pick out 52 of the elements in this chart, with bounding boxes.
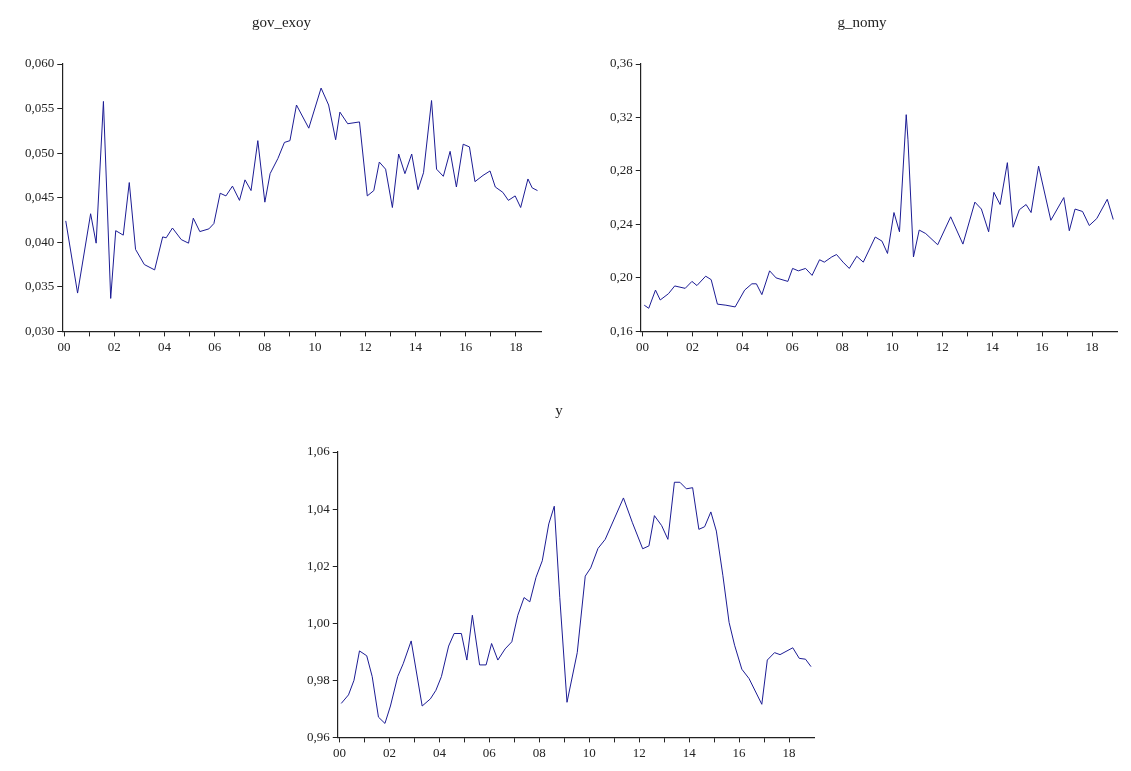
chart-title: gov_exoy <box>251 13 312 30</box>
x-tick-label: 14 <box>682 744 697 760</box>
x-tick-label: 16 <box>459 338 473 354</box>
x-tick-label: 06 <box>482 744 497 760</box>
x-tick-label: 10 <box>885 338 899 354</box>
x-tick-label: 02 <box>685 338 699 354</box>
y-tick-label: 1,00 <box>307 614 330 630</box>
y-tick-label: 0,035 <box>25 278 55 294</box>
x-tick-label: 10 <box>308 338 322 354</box>
y-tick-label: 0,28 <box>610 162 633 178</box>
y-tick-label: 0,030 <box>25 322 55 338</box>
x-tick-label: 08 <box>532 744 546 760</box>
y-tick-label: 0,36 <box>610 55 634 71</box>
y-tick-label: 0,055 <box>25 99 55 115</box>
chart-title: g_nomy <box>837 13 888 30</box>
x-tick-label: 04 <box>157 338 172 354</box>
x-tick-label: 18 <box>1085 338 1099 354</box>
y-tick-label: 0,050 <box>25 144 55 160</box>
x-tick-label: 00 <box>333 744 346 760</box>
y-tick-label: 0,16 <box>610 322 634 338</box>
y-tick-label: 0,98 <box>307 671 330 687</box>
x-tick-label: 14 <box>985 338 1000 354</box>
x-tick-label: 04 <box>432 744 447 760</box>
chart-title: y <box>555 401 564 418</box>
x-tick-label: 10 <box>582 744 596 760</box>
x-tick-label: 02 <box>382 744 396 760</box>
x-tick-label: 12 <box>358 338 372 354</box>
y-tick-label: 0,24 <box>610 215 634 231</box>
x-tick-label: 00 <box>636 338 649 354</box>
x-tick-label: 08 <box>258 338 272 354</box>
x-tick-label: 04 <box>735 338 750 354</box>
x-tick-label: 08 <box>835 338 849 354</box>
x-tick-label: 02 <box>107 338 121 354</box>
y-tick-label: 1,02 <box>307 557 330 573</box>
y-tick-label: 0,045 <box>25 189 55 205</box>
x-tick-label: 00 <box>57 338 71 354</box>
y-tick-label: 1,04 <box>307 500 331 516</box>
y-tick-label: 0,060 <box>25 55 55 71</box>
y-tick-label: 0,96 <box>307 728 331 744</box>
y-tick-label: 0,040 <box>25 233 55 249</box>
y-tick-label: 0,32 <box>610 108 633 124</box>
x-tick-label: 12 <box>935 338 949 354</box>
x-tick-label: 06 <box>785 338 800 354</box>
x-tick-label: 16 <box>732 744 747 760</box>
y-tick-label: 1,06 <box>307 443 331 459</box>
x-tick-label: 12 <box>632 744 646 760</box>
x-tick-label: 14 <box>408 338 423 354</box>
y-tick-label: 0,20 <box>610 269 633 285</box>
x-tick-label: 06 <box>208 338 222 354</box>
x-tick-label: 18 <box>509 338 523 354</box>
x-tick-label: 16 <box>1035 338 1050 354</box>
x-tick-label: 18 <box>782 744 796 760</box>
